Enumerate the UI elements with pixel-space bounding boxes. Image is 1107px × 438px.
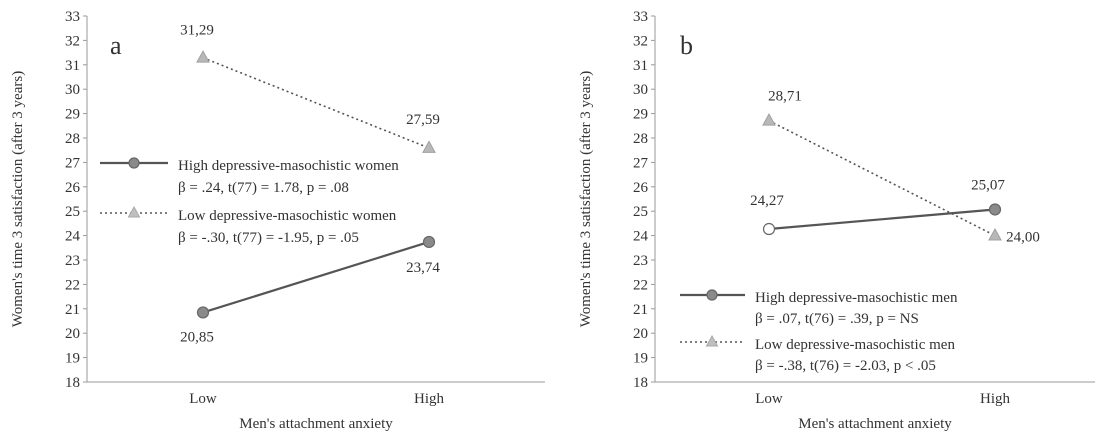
y-tick-label: 25 <box>633 204 648 220</box>
legend-entry-stat: β = -.38, t(76) = -2.03, p < .05 <box>755 358 936 374</box>
data-label: 27,59 <box>406 112 440 128</box>
panel-a: 18 19 20 21 22 23 24 25 26 27 28 29 30 31 32 33 Low High M… <box>10 9 545 432</box>
y-tick-label: 22 <box>65 277 80 293</box>
data-label: 20,85 <box>180 329 214 345</box>
y-tick-label: 28 <box>65 131 80 147</box>
data-label: 28,71 <box>768 89 802 105</box>
series-line <box>768 208 996 231</box>
legend-entry-name: Low depressive-masochistic women <box>178 208 397 224</box>
y-tick-label: 19 <box>65 351 80 367</box>
legend-marker <box>705 334 719 347</box>
data-point <box>762 113 776 126</box>
legend-entry-stat: β = .07, t(76) = .39, p = NS <box>755 311 919 327</box>
series-line <box>202 240 430 314</box>
y-tick-label: 18 <box>65 375 80 391</box>
x-tick-label: High <box>980 391 1011 407</box>
panel-b: 18 19 20 21 22 23 24 25 26 27 28 29 30 31 32 33 Low High M… <box>578 9 1095 432</box>
y-tick-label: 23 <box>633 253 648 269</box>
y-tick-label: 19 <box>633 351 648 367</box>
y-tick-label: 18 <box>633 375 648 391</box>
y-tick-label: 29 <box>633 107 648 123</box>
data-point <box>988 203 1002 216</box>
data-label: 24,00 <box>1006 230 1040 246</box>
y-axis-title: Women's time 3 satisfaction (after 3 yea… <box>10 71 26 327</box>
y-tick-label: 21 <box>633 302 648 318</box>
legend-entry-stat: β = .24, t(77) = 1.78, p = .08 <box>178 180 349 196</box>
x-axis-title: Men's attachment anxiety <box>798 416 952 432</box>
y-tick-label: 27 <box>633 155 649 171</box>
series-line <box>768 119 996 237</box>
y-tick-label: 32 <box>65 33 80 49</box>
x-tick-label: High <box>414 391 445 407</box>
y-tick-label: 22 <box>633 277 648 293</box>
legend-entry-name: High depressive-masochistic men <box>755 290 958 306</box>
legend-entry-name: Low depressive-masochistic men <box>755 337 955 353</box>
y-tick-label: 20 <box>65 326 80 342</box>
y-tick-label: 30 <box>65 82 80 98</box>
legend-entry-stat: β = -.30, t(77) = -1.95, p = .05 <box>178 230 359 246</box>
panel-label: b <box>680 31 693 60</box>
y-tick-label: 32 <box>633 33 648 49</box>
y-tick-label: 25 <box>65 204 80 220</box>
y-tick-label: 21 <box>65 302 80 318</box>
data-label: 31,29 <box>180 23 214 39</box>
data-point <box>422 140 436 153</box>
series-line <box>202 56 430 149</box>
data-point <box>988 227 1002 241</box>
y-tick-label: 30 <box>633 82 648 98</box>
data-point <box>762 222 776 236</box>
x-tick-label: Low <box>755 391 783 407</box>
y-tick-label: 26 <box>65 180 81 196</box>
y-tick-label: 27 <box>65 155 81 171</box>
y-tick-label: 20 <box>633 326 648 342</box>
data-point <box>196 306 210 319</box>
y-tick-label: 33 <box>65 9 80 25</box>
y-tick-label: 24 <box>633 229 649 245</box>
data-label: 23,74 <box>406 260 440 276</box>
data-point <box>196 50 210 63</box>
y-tick-label: 26 <box>633 180 649 196</box>
y-tick-label: 33 <box>633 9 648 25</box>
legend-entry-name: High depressive-masochistic women <box>178 158 399 174</box>
data-point <box>422 235 436 249</box>
y-tick-label: 31 <box>633 58 648 74</box>
y-axis-title: Women's time 3 satisfaction (after 3 yea… <box>578 71 594 327</box>
x-axis-title: Men's attachment anxiety <box>239 416 393 432</box>
data-label: 24,27 <box>750 193 784 209</box>
y-tick-label: 31 <box>65 58 80 74</box>
y-tick-label: 23 <box>65 253 80 269</box>
y-tick-label: 28 <box>633 131 648 147</box>
data-label: 25,07 <box>971 177 1005 193</box>
y-tick-label: 29 <box>65 107 80 123</box>
y-tick-label: 24 <box>65 229 81 245</box>
legend-marker <box>128 157 140 169</box>
legend-marker <box>127 205 141 218</box>
panel-label: a <box>110 31 122 60</box>
legend-marker <box>706 289 718 301</box>
x-tick-label: Low <box>189 391 217 407</box>
